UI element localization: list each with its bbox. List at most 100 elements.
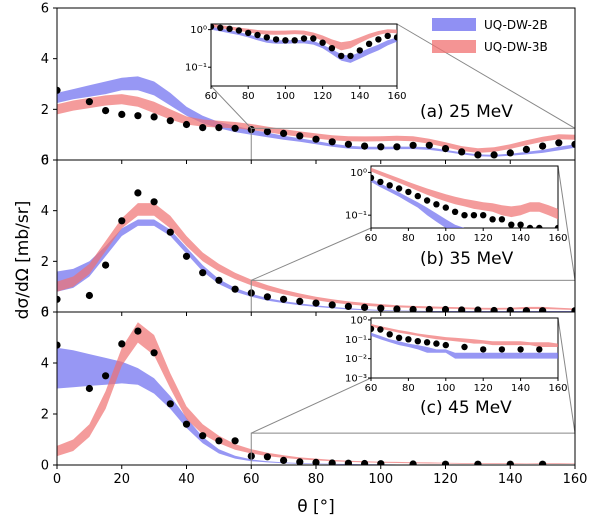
data-point: [328, 459, 336, 465]
data-point: [539, 142, 547, 150]
data-point: [199, 432, 207, 440]
x-tick-label: 80: [308, 472, 325, 487]
data-point: [312, 458, 320, 465]
data-point: [85, 98, 93, 106]
data-point: [506, 306, 514, 312]
inset-data-point: [319, 39, 326, 46]
inset-1: 60 80 100 120 140 160 10⁰ 10⁻¹: [185, 23, 407, 102]
data-point: [199, 269, 207, 277]
data-point: [166, 117, 174, 125]
data-point: [166, 228, 174, 236]
inset-x-tick-label: 80: [402, 383, 415, 394]
data-point: [425, 305, 433, 312]
data-point: [409, 305, 417, 312]
inset-x-tick-label: 60: [365, 383, 378, 394]
inset-data-point: [405, 188, 412, 196]
x-tick-label: 100: [368, 472, 393, 487]
data-point: [215, 437, 223, 445]
inset-data-point: [386, 182, 393, 189]
data-point: [409, 141, 417, 149]
data-point: [182, 252, 191, 260]
inset-band-uq-dw-3b: [371, 324, 558, 347]
y-tick-label: 6: [41, 154, 49, 169]
x-tick-label: 140: [498, 472, 523, 487]
inset-data-point: [508, 221, 515, 228]
inset-data-point: [470, 212, 478, 219]
legend-swatch-3b: [432, 40, 476, 53]
data-point: [280, 295, 288, 303]
x-tick-label: 20: [113, 472, 130, 487]
inset-data-point: [254, 31, 261, 39]
inset-data-point: [526, 224, 534, 228]
inset-data-point: [536, 224, 543, 228]
inset-x-tick-label: 160: [548, 233, 567, 244]
inset-data-point: [414, 338, 421, 345]
data-point: [118, 340, 126, 348]
data-point: [539, 307, 547, 312]
inset-x-tick-label: 120: [313, 91, 332, 102]
inset-data-point: [498, 346, 506, 353]
x-tick-label: 120: [433, 472, 458, 487]
inset-data-point: [423, 339, 431, 346]
data-point: [458, 306, 466, 312]
data-point: [280, 456, 288, 464]
data-point: [328, 301, 336, 309]
data-point: [150, 349, 158, 357]
x-tick-label: 160: [563, 472, 588, 487]
data-point: [393, 143, 401, 151]
data-point: [522, 307, 530, 312]
inset-x-tick-label: 140: [350, 91, 369, 102]
y-tick-label: 0: [41, 154, 49, 169]
data-point: [312, 299, 320, 307]
inset-data-point: [377, 326, 384, 333]
panel-label: (a) 25 MeV: [420, 102, 513, 122]
y-tick-label: 0: [41, 306, 49, 321]
data-point: [57, 341, 61, 349]
data-point: [57, 86, 61, 94]
data-point: [85, 291, 93, 300]
inset-data-point: [328, 45, 336, 52]
plot-area: [57, 189, 575, 312]
inset-x-tick-label: 60: [205, 91, 218, 102]
data-point: [571, 140, 575, 148]
data-point: [458, 148, 466, 156]
y-tick-label: 6: [41, 2, 49, 17]
data-point: [393, 305, 401, 312]
data-point: [441, 460, 450, 465]
inset-data-point: [461, 343, 468, 351]
data-point: [199, 124, 207, 132]
inset-data-point: [217, 24, 224, 31]
data-point: [57, 295, 61, 303]
inset-data-point: [414, 192, 421, 200]
data-point: [571, 307, 575, 312]
data-point: [474, 306, 482, 312]
data-point: [344, 140, 352, 148]
inset-data-point: [395, 185, 403, 192]
data-point: [231, 124, 239, 132]
data-point: [296, 297, 304, 305]
inset-data-point: [235, 27, 243, 34]
data-point: [555, 139, 563, 147]
data-point: [312, 135, 320, 143]
data-point: [361, 303, 369, 311]
y-tick-label: 4: [41, 52, 49, 67]
y-axis-label: dσ/dΩ [mb/sr]: [13, 201, 33, 320]
plot-area: [57, 322, 575, 465]
inset-data-point: [442, 341, 449, 349]
data-point: [134, 327, 142, 335]
inset-x-tick-label: 140: [511, 383, 530, 394]
inset-data-point: [282, 37, 289, 44]
inset-x-tick-label: 120: [474, 233, 493, 244]
inset-data-point: [489, 216, 496, 223]
inset-data-point: [310, 35, 317, 42]
inset-data-point: [386, 331, 393, 338]
inset-x-tick-label: 80: [242, 91, 255, 102]
data-point: [506, 460, 514, 465]
inset-2: 60 80 100 120 140 160 10⁰ 10⁻¹: [345, 165, 568, 244]
inset-data-point: [536, 346, 543, 353]
data-point: [102, 107, 110, 115]
inset-data-point: [442, 204, 449, 211]
data-point: [263, 128, 271, 136]
x-tick-label: 40: [178, 472, 195, 487]
zoom-connector-left: [210, 85, 252, 129]
